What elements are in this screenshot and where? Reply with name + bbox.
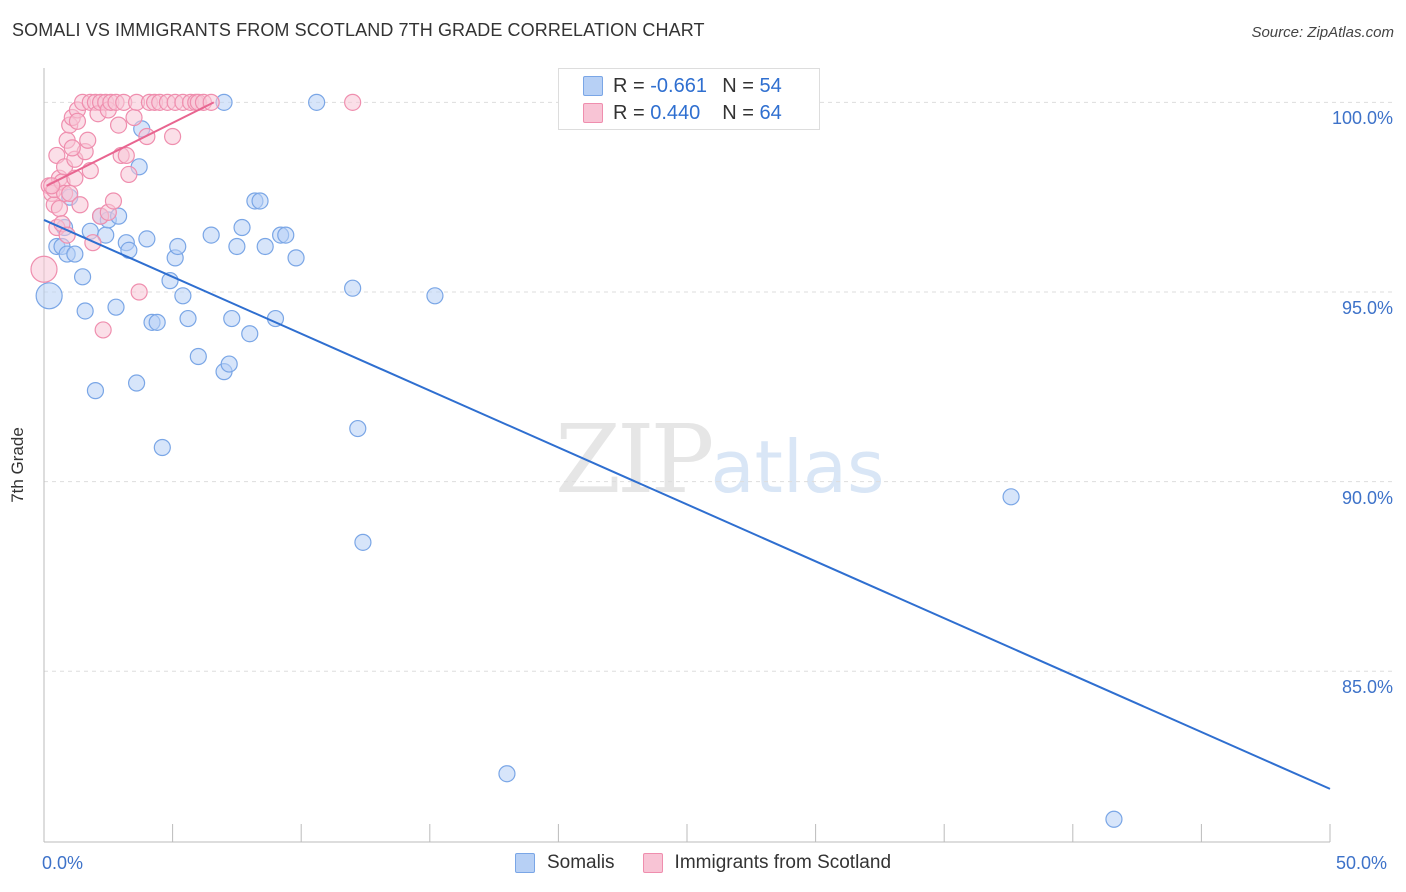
legend-r-value-scotland: 0.440 <box>650 101 701 124</box>
legend-item-somalis[interactable]: Somalis <box>514 852 615 874</box>
point-somalis <box>86 382 105 400</box>
point-scotland <box>120 165 138 184</box>
point-somalis <box>202 226 220 244</box>
legend-item-scotland[interactable]: Immigrants from Scotland <box>642 852 892 874</box>
point-scotland <box>104 192 123 210</box>
y-tick-label: 90.0% <box>1341 487 1393 508</box>
legend-n-label: N = <box>722 101 754 124</box>
x-tick-label-max: 50.0% <box>1336 853 1388 873</box>
point-somalis <box>251 192 269 210</box>
point-somalis <box>241 325 259 343</box>
legend-label-scotland: Immigrants from Scotland <box>674 852 892 873</box>
point-somalis <box>256 237 274 256</box>
point-somalis <box>344 279 362 297</box>
point-scotland <box>63 139 81 157</box>
point-scotland <box>202 93 220 111</box>
legend-row-somalis: R = -0.661 N = 54 <box>583 74 782 98</box>
point-scotland <box>109 116 128 134</box>
point-somalis <box>66 245 84 263</box>
point-somalis <box>127 374 146 392</box>
watermark-atlas: atlas <box>710 425 885 509</box>
point-somalis <box>148 313 166 331</box>
point-somalis <box>35 282 63 310</box>
legend-n-value-somalis: 54 <box>759 74 782 97</box>
source-credit: Source: ZipAtlas.com <box>1251 24 1394 41</box>
legend-r-value-somalis: -0.661 <box>650 74 707 97</box>
trend-line-scotland <box>46 101 215 187</box>
scotland-swatch <box>583 103 603 123</box>
point-somalis <box>174 287 192 305</box>
chart-title: SOMALI VS IMMIGRANTS FROM SCOTLAND 7TH G… <box>12 20 705 40</box>
point-somalis <box>426 287 444 305</box>
point-scotland <box>68 112 87 130</box>
point-somalis <box>349 419 367 438</box>
legend-n-value-scotland: 64 <box>759 101 782 124</box>
point-somalis <box>287 249 305 267</box>
scotland-legend-swatch <box>642 853 663 873</box>
point-somalis <box>223 309 241 328</box>
somalis-legend-swatch <box>514 853 535 873</box>
point-scotland <box>130 283 148 301</box>
point-somalis <box>169 237 187 256</box>
y-tick-label: 85.0% <box>1341 677 1393 698</box>
series-legend: Somalis Immigrants from Scotland <box>0 852 1406 874</box>
y-tick-label: 95.0% <box>1341 298 1393 318</box>
point-somalis <box>189 347 207 366</box>
point-somalis <box>233 218 251 237</box>
point-somalis <box>76 302 94 320</box>
point-somalis <box>138 230 156 248</box>
point-somalis <box>498 765 516 783</box>
point-scotland <box>344 93 362 111</box>
legend-label-somalis: Somalis <box>546 852 615 873</box>
point-somalis <box>73 268 92 286</box>
point-somalis <box>179 309 197 328</box>
legend-row-scotland: R = 0.440 N = 64 <box>583 101 782 125</box>
point-somalis <box>107 298 125 316</box>
point-scotland <box>79 131 97 149</box>
legend-n-label: N = <box>722 74 754 97</box>
y-tick-label: 100.0% <box>1331 108 1393 129</box>
point-somalis <box>220 355 238 373</box>
watermark: ZIPatlas <box>555 405 884 515</box>
point-scotland <box>164 127 182 146</box>
trend-line-somalis <box>43 219 1331 790</box>
correlation-legend: R = -0.661 N = 54 R = 0.440 N = 64 <box>558 68 820 130</box>
point-scotland <box>50 199 69 218</box>
point-somalis <box>228 237 246 256</box>
point-somalis <box>354 533 372 551</box>
point-somalis <box>277 226 295 244</box>
point-scotland <box>94 321 112 339</box>
point-scotland <box>125 108 143 127</box>
legend-r-label: R = <box>613 101 645 124</box>
point-scotland <box>30 255 58 283</box>
point-scotland <box>71 196 89 214</box>
point-somalis <box>308 93 326 111</box>
x-tick-label-min: 0.0% <box>42 853 84 873</box>
point-somalis <box>1002 488 1020 506</box>
point-somalis <box>1105 810 1123 828</box>
legend-r-label: R = <box>613 74 645 97</box>
point-scotland <box>117 146 135 165</box>
watermark-zip: ZIP <box>555 405 714 515</box>
point-somalis <box>153 438 171 457</box>
somalis-swatch <box>583 76 603 96</box>
point-scotland <box>84 234 102 252</box>
point-scotland <box>61 184 79 202</box>
